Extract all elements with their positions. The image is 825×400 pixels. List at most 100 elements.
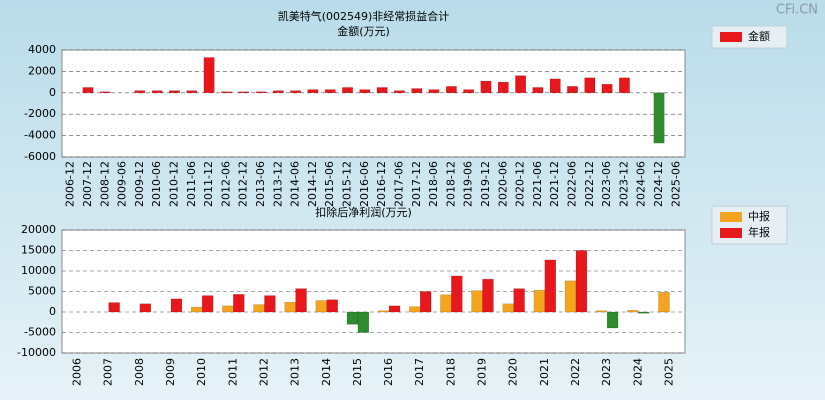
bar [342,87,353,94]
x-tick-label: 2024-12 [652,161,665,207]
bar [564,280,577,313]
y-tick-label: -4000 [24,129,56,142]
bar [533,290,546,313]
x-tick-label: 2022 [569,358,582,386]
bar [471,290,483,313]
x-tick-label: 2008-12 [98,161,111,207]
bar [134,90,146,94]
x-tick-label: 2025 [662,358,675,386]
bar [191,306,203,313]
legend-swatch [720,32,742,42]
legend-box [711,25,788,49]
x-tick-label: 2018-06 [427,161,440,207]
bar [480,80,492,94]
watermark: CFi.CN [776,3,818,18]
chart-title: 凯美特气(002549)非经常损益合计 [278,9,450,23]
x-tick-label: 2012 [257,358,270,386]
bar [203,57,215,94]
bar [264,295,276,313]
bar [532,87,544,94]
y-tick-label: 0 [49,305,56,318]
x-tick-label: 2013-12 [271,161,284,207]
bar [151,90,163,94]
x-tick-label: 2017 [413,358,426,386]
x-tick-label: 2019-06 [462,161,475,207]
x-tick-label: 2024 [631,358,644,386]
bar [139,303,152,313]
x-tick-label: 2021 [538,358,551,386]
bar [627,310,639,313]
x-tick-label: 2021-06 [531,161,544,207]
bar [411,88,423,94]
y-tick-label: 0 [49,86,56,99]
x-tick-label: 2022-06 [566,161,579,207]
bar [284,301,296,313]
x-tick-label: 2012-06 [219,161,232,207]
x-tick-label: 2020-12 [514,161,527,207]
plot-area [61,49,686,158]
bar [388,305,401,313]
bar [220,91,232,94]
bar [419,291,432,313]
bar [567,86,578,94]
x-tick-label: 2009-06 [116,161,129,207]
x-tick-label: 2014 [320,358,333,386]
y-tick-label: 15000 [21,244,56,257]
x-tick-label: 2021-12 [548,161,561,207]
x-tick-label: 2010-12 [167,161,180,207]
bar [377,310,390,313]
y-tick-label: -6000 [24,150,56,163]
bar [445,86,457,94]
x-tick-label: 2010-06 [150,161,163,207]
x-tick-label: 2023-06 [600,161,613,207]
bar [326,299,338,313]
legend-label: 年报 [748,225,770,239]
x-tick-label: 2008 [133,358,146,386]
x-tick-label: 2019 [476,358,489,386]
bar [451,275,463,313]
x-tick-label: 2016-12 [375,161,388,207]
y-tick-label: 5000 [28,285,56,298]
x-tick-label: 2007-12 [81,161,94,207]
x-tick-label: 2015 [351,358,364,386]
bar [428,89,440,94]
bar [186,90,198,94]
bar [513,288,525,313]
bar [653,92,665,144]
bar [238,91,250,94]
bar [233,294,245,313]
chart-title: 扣除后净利润(万元) [315,205,412,219]
x-tick-label: 2012-12 [237,161,250,207]
x-tick-label: 2013-06 [254,161,267,207]
x-tick-label: 2010 [195,358,208,386]
x-tick-label: 2011-12 [202,161,215,207]
chart-subtitle: 金额(万元) [337,24,390,38]
bar [99,91,111,94]
x-tick-label: 2023-12 [617,161,630,207]
bar [502,303,514,313]
bar [549,78,561,94]
x-tick-label: 2024-06 [635,161,648,207]
x-tick-label: 2009 [164,358,177,386]
x-tick-label: 2020-06 [496,161,509,207]
y-tick-label: 2000 [28,64,56,77]
bar [584,77,596,94]
x-tick-label: 2025-06 [669,161,682,207]
bar [575,250,588,313]
y-tick-label: 20000 [21,223,56,236]
bar [82,87,94,94]
bar [497,81,509,94]
x-tick-label: 2023 [600,358,613,386]
bar [357,311,370,333]
x-tick-label: 2016-06 [358,161,371,207]
bar [359,89,371,94]
bar [108,302,120,313]
bar [409,306,421,313]
x-tick-label: 2018-12 [444,161,457,207]
x-tick-label: 2017-12 [410,161,423,207]
y-tick-label: 10000 [21,264,56,277]
x-tick-label: 2015-12 [341,161,354,207]
bar [440,294,452,313]
x-tick-label: 2011-06 [185,161,198,207]
